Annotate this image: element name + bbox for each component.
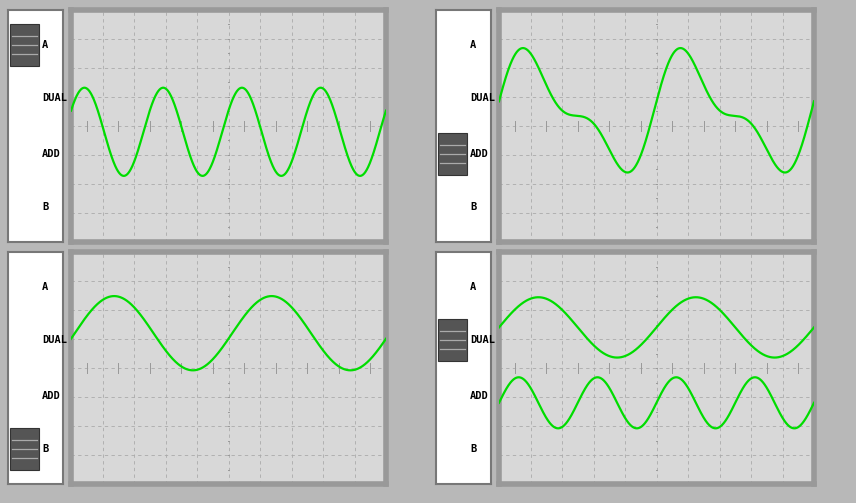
- Text: B: B: [42, 202, 48, 212]
- Text: DUAL: DUAL: [470, 335, 495, 345]
- Text: B: B: [470, 202, 476, 212]
- Text: DUAL: DUAL: [42, 93, 67, 103]
- Text: ADD: ADD: [470, 391, 489, 401]
- Text: B: B: [470, 444, 476, 454]
- Text: ADD: ADD: [470, 149, 489, 159]
- Text: ADD: ADD: [42, 149, 61, 159]
- Bar: [438, 319, 467, 361]
- Text: A: A: [470, 40, 476, 50]
- Text: B: B: [42, 444, 48, 454]
- Bar: [10, 24, 39, 66]
- Bar: [10, 429, 39, 470]
- Text: DUAL: DUAL: [470, 93, 495, 103]
- Bar: [438, 133, 467, 175]
- Text: DUAL: DUAL: [42, 335, 67, 345]
- Text: ADD: ADD: [42, 391, 61, 401]
- Text: A: A: [42, 282, 48, 292]
- Text: A: A: [470, 282, 476, 292]
- Text: A: A: [42, 40, 48, 50]
